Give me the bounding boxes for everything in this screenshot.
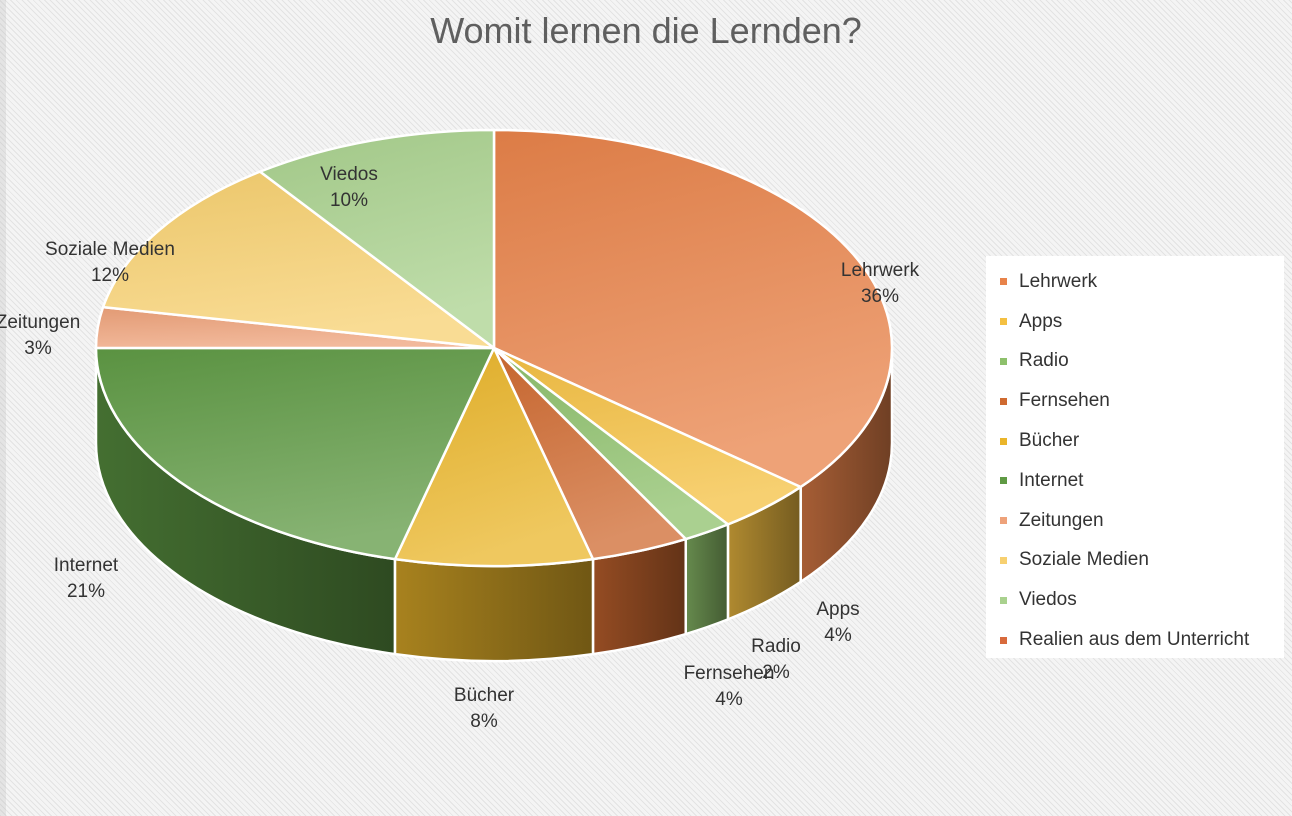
pie-tops	[94, 128, 894, 568]
legend-item-lehrwerk: Lehrwerk	[986, 262, 1284, 302]
legend-label: Lehrwerk	[1019, 270, 1098, 292]
data-label-lehrwerk: Lehrwerk 36%	[841, 260, 920, 307]
pie-side-b-cher	[393, 557, 595, 663]
legend-swatch	[1000, 596, 1007, 604]
data-label-b-cher: Bücher 8%	[454, 685, 515, 732]
data-label-fernsehen: Fernsehen 4%	[684, 663, 775, 710]
legend-label: Fernsehen	[1019, 390, 1110, 412]
legend-swatch	[1000, 636, 1007, 644]
left-edge	[0, 0, 6, 816]
legend-swatch	[1000, 397, 1007, 405]
legend: Lehrwerk Apps Radio Fernsehen Bücher Internet…	[986, 256, 1284, 658]
legend-label: Zeitungen	[1019, 509, 1104, 531]
pie-labels: Lehrwerk 36% Apps 4% Radio 2%Fernsehen 4% Büche…	[0, 164, 920, 732]
legend-swatch	[1000, 278, 1007, 286]
legend-item-zeitungen: Zeitungen	[986, 501, 1284, 541]
pie-slice-viedos	[258, 128, 496, 350]
legend-item-internet: Internet	[986, 461, 1284, 501]
legend-item-fernsehen: Fernsehen	[986, 381, 1284, 421]
legend-label: Internet	[1019, 469, 1084, 491]
legend-swatch	[1000, 318, 1007, 326]
pie-sides	[94, 347, 894, 663]
legend-item-viedos: Viedos	[986, 580, 1284, 620]
legend-label: Bücher	[1019, 430, 1080, 452]
legend-item-b-cher: Bücher	[986, 421, 1284, 461]
legend-label: Soziale Medien	[1019, 549, 1149, 571]
legend-swatch	[1000, 437, 1007, 445]
data-label-internet: Internet 21%	[54, 555, 119, 602]
pie-side-radio	[684, 522, 730, 636]
data-label-viedos: Viedos 10%	[320, 164, 378, 211]
legend-label: Realien aus dem Unterricht	[1019, 629, 1250, 651]
legend-item-apps: Apps	[986, 302, 1284, 342]
pie-slice-lehrwerk	[492, 128, 894, 489]
data-label-radio: Radio 2%	[751, 636, 801, 683]
pie-slice-internet	[94, 346, 496, 561]
legend-label: Apps	[1019, 310, 1063, 332]
chart-title: Womit lernen die Lernden?	[430, 10, 862, 51]
legend-swatch	[1000, 556, 1007, 564]
pie-slice-soziale-medien	[101, 170, 496, 350]
legend-item-realien-aus-dem-unterricht: Realien aus dem Unterricht	[986, 620, 1284, 660]
legend-swatch	[1000, 357, 1007, 365]
data-label-soziale-medien: Soziale Medien 12%	[45, 239, 175, 286]
legend-swatch	[1000, 517, 1007, 525]
legend-label: Viedos	[1019, 589, 1077, 611]
data-label-apps: Apps 4%	[816, 599, 859, 646]
data-label-zeitungen: Zeitungen 3%	[0, 312, 80, 359]
pie-slice-b-cher	[393, 346, 595, 568]
legend-item-soziale-medien: Soziale Medien	[986, 541, 1284, 581]
legend-item-radio: Radio	[986, 342, 1284, 382]
legend-swatch	[1000, 477, 1007, 485]
legend-label: Radio	[1019, 350, 1069, 372]
